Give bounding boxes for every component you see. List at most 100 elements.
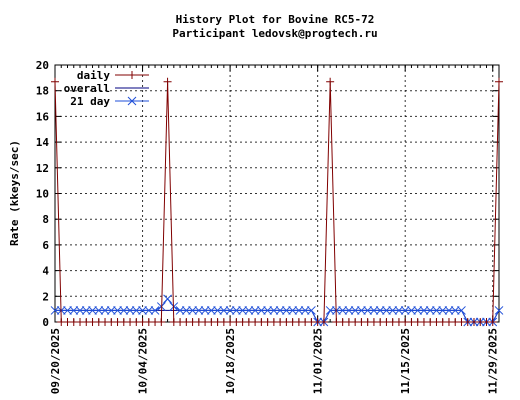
data-point-x [194,306,204,315]
data-point-x [244,306,254,315]
data-point-x [325,306,335,315]
y-tick-label: 18 [36,85,49,98]
data-point-x [394,306,404,315]
data-point-x [388,306,398,315]
data-point-x [350,306,360,315]
data-point-x [106,306,116,315]
data-point-x [300,306,310,315]
data-point-x [269,306,279,315]
x-tick-label: 11/01/2025 [312,328,325,394]
data-point-x [407,306,416,315]
data-point-x [357,306,366,315]
data-point-x [231,306,241,315]
series-layer [50,77,504,327]
data-point-x [181,306,191,315]
data-point-x [338,306,348,315]
data-point-x [69,306,79,315]
x-tick-label: 09/20/2025 [49,328,62,394]
data-point-x [206,306,216,315]
y-tick-label: 8 [42,213,49,226]
data-point-x [94,306,104,315]
x-tick-label: 10/04/2025 [137,328,150,394]
x-tick-labels: 09/20/2025 10/04/2025 10/18/2025 11/01/2025… [49,328,500,394]
x-tick-label: 11/29/2025 [487,328,500,394]
y-tick-label: 4 [42,265,49,278]
y-tick-label: 0 [42,316,49,329]
data-point-x [425,306,435,315]
data-point-x [250,306,260,315]
y-tick-label: 16 [36,110,50,123]
x-tick-label: 11/15/2025 [399,328,412,394]
data-point-x [75,306,85,315]
data-point-x [450,306,460,315]
data-point-x [138,306,147,315]
y-tick-label: 10 [36,188,49,201]
data-point-x [213,306,222,315]
data-point-x [219,306,229,315]
data-point-plus [51,77,59,86]
legend-label: daily [77,69,110,82]
data-point-x [444,306,454,315]
data-point-x [263,306,272,315]
data-point-x [81,306,91,315]
legend-label: 21 day [70,95,110,108]
data-point-x [275,306,285,315]
data-point-plus [488,318,497,326]
y-tick-label: 6 [42,239,49,252]
series-line-21-day [55,298,500,323]
data-point-x [369,306,379,315]
data-point-x [363,306,373,315]
data-point-plus [495,77,503,86]
data-point-x [307,306,316,315]
y-tick-label: 14 [36,136,50,149]
data-point-x [282,306,291,315]
data-point-x [494,306,504,315]
y-tick-labels: 0 2 4 6 8 10 12 14 16 18 20 [36,59,50,329]
data-point-plus [319,318,328,326]
data-point-x [419,306,429,315]
data-point-plus [326,77,335,86]
data-point-x [438,306,448,315]
data-point-x [294,306,304,315]
data-point-x [238,306,247,315]
data-point-plus [163,77,172,86]
data-point-x [413,306,423,315]
x-tick-label: 10/18/2025 [224,328,237,394]
series-line-daily [54,81,500,323]
y-tick-label: 12 [36,162,49,175]
data-point-x [88,306,97,315]
data-point-x [150,306,160,315]
data-point-x [382,306,391,315]
y-tick-label: 20 [36,59,49,72]
legend-label: overall [64,82,110,95]
data-point-x [432,306,441,315]
data-point-x [175,306,185,315]
grid-lines [54,65,499,322]
data-point-x [63,306,72,315]
data-point-x [144,306,154,315]
data-point-x [119,306,129,315]
data-point-x [457,306,466,315]
data-point-x [131,306,141,315]
data-point-x [125,306,135,315]
data-point-x [257,306,266,315]
data-point-x [113,306,122,315]
y-tick-label: 2 [42,290,49,303]
data-point-x [188,306,197,315]
data-point-x [50,306,60,315]
data-point-x [400,306,410,315]
data-point-x [225,306,235,315]
data-point-x [375,306,385,315]
data-point-x [288,306,297,315]
chart-title: History Plot for Bovine RC5-72 [176,13,375,26]
data-point-plus [157,318,166,326]
data-point-x [127,96,137,106]
data-point-x [344,306,354,315]
data-point-x [163,294,172,304]
chart-subtitle: Participant ledovsk@progtech.ru [172,27,377,40]
data-point-plus [128,71,136,79]
data-point-x [100,306,110,315]
y-axis-label: Rate (kkeys/sec) [8,140,21,246]
